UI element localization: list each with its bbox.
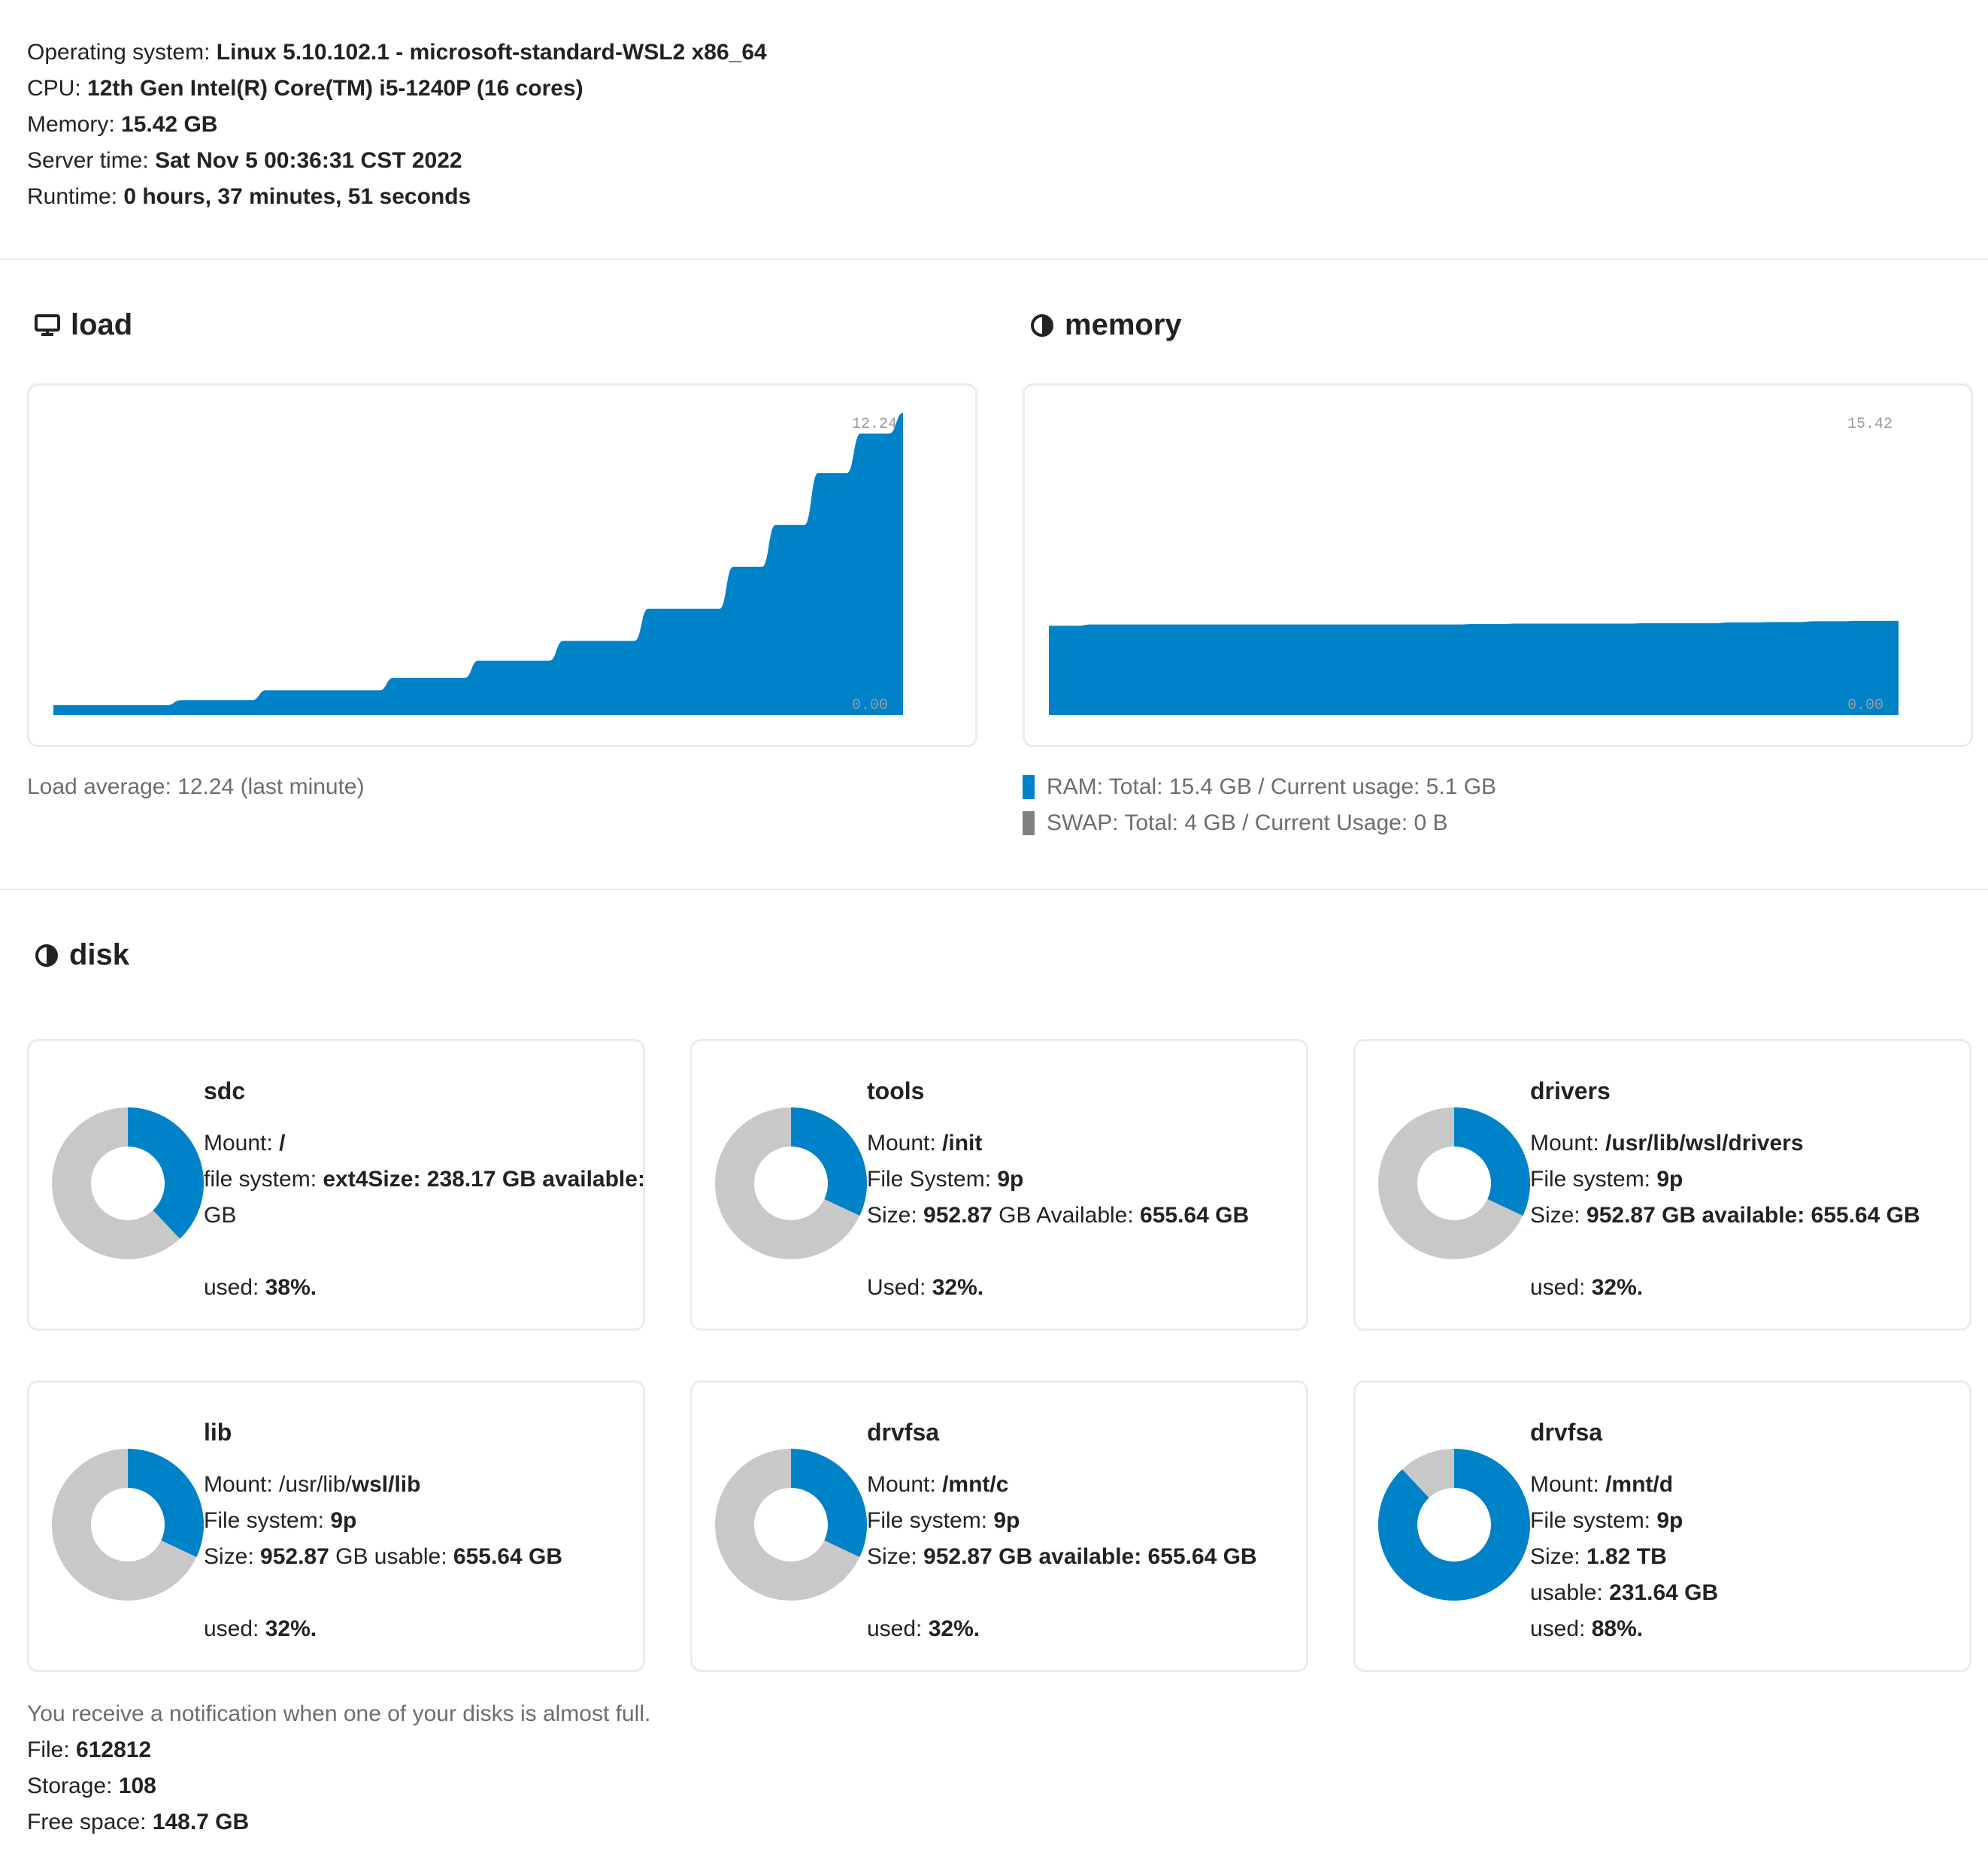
load-chart: 12.24 0.00 <box>27 383 977 747</box>
file-count-row: File: 612812 <box>27 1737 152 1762</box>
disk-card-drivers: drivers Mount: /usr/lib/wsl/drivers File… <box>1353 1039 1971 1331</box>
disk-mount: Mount: /usr/lib/wsl/drivers <box>1530 1131 1804 1156</box>
disk-mount: Mount: /init <box>867 1131 983 1156</box>
load-max-label: 12.24 <box>852 416 897 433</box>
disk-usage-donut <box>715 1449 867 1601</box>
donut-used-arc <box>791 1449 867 1557</box>
disk-mount: Mount: /mnt/d <box>1530 1472 1674 1497</box>
disk-filesystem: File system: 9p <box>1530 1167 1683 1192</box>
donut-used-arc <box>128 1449 204 1557</box>
donut-used-arc <box>1454 1107 1530 1216</box>
disk-used: Used: 32%. <box>867 1275 984 1300</box>
disk-used: used: 32%. <box>204 1616 317 1641</box>
disk-usage-donut <box>1378 1449 1530 1601</box>
disk-usage-donut <box>52 1107 204 1259</box>
half-circle-icon <box>1031 314 1053 337</box>
server-time-row: Server time: Sat Nov 5 00:36:31 CST 2022 <box>27 148 462 173</box>
cpu-row: CPU: 12th Gen Intel(R) Core(TM) i5-1240P… <box>27 76 583 101</box>
disk-name: drvfsa <box>867 1419 940 1446</box>
disk-name: lib <box>204 1419 232 1446</box>
monitor-icon <box>35 314 60 336</box>
runtime-row: Runtime: 0 hours, 37 minutes, 51 seconds <box>27 184 471 209</box>
memory-chart-svg: 15.42 0.00 <box>1049 416 1899 715</box>
memory-area-series <box>1049 620 1899 715</box>
load-title: load <box>35 308 132 342</box>
disk-used: used: 88%. <box>1530 1616 1644 1641</box>
swap-swatch <box>1023 811 1035 835</box>
disk-size: Size: 1.82 TB <box>1530 1544 1667 1569</box>
disk-card-sdc: sdc Mount: / file system: ext4Size: 238.… <box>27 1039 645 1331</box>
disk-name: sdc <box>204 1077 246 1104</box>
server-time-value: Sat Nov 5 00:36:31 CST 2022 <box>155 148 462 173</box>
disk-size: Size: 952.87 GB usable: 655.64 GB <box>204 1544 562 1569</box>
disk-notice: You receive a notification when one of y… <box>27 1701 651 1726</box>
disk-name: drivers <box>1530 1077 1611 1104</box>
disk-mount: Mount: /usr/lib/wsl/lib <box>204 1472 421 1497</box>
disk-usage-donut <box>715 1107 867 1259</box>
disk-name: tools <box>867 1077 925 1104</box>
donut-used-arc <box>791 1107 867 1216</box>
memory-chart: 15.42 0.00 <box>1023 383 1973 747</box>
disk-filesystem: File system: 9p <box>1530 1508 1683 1533</box>
os-value: Linux 5.10.102.1 - microsoft-standard-WS… <box>216 40 767 65</box>
donut-used-arc <box>128 1107 204 1239</box>
ram-legend: RAM: Total: 15.4 GB / Current usage: 5.1… <box>1023 774 1496 800</box>
disk-filesystem: file system: ext4Size: 238.17 GB availab… <box>204 1167 643 1192</box>
disk-filesystem: File System: 9p <box>867 1167 1024 1192</box>
swap-legend: SWAP: Total: 4 GB / Current Usage: 0 B <box>1023 810 1448 836</box>
disk-name: drvfsa <box>1530 1419 1603 1446</box>
disk-filesystem-wrap: GB <box>204 1203 237 1228</box>
memory-max-label: 15.42 <box>1847 416 1893 433</box>
disk-card-tools: tools Mount: /init File System: 9p Size:… <box>690 1039 1308 1331</box>
disk-card-drvfsa-d: drvfsa Mount: /mnt/d File system: 9p Siz… <box>1353 1380 1971 1672</box>
ram-swatch <box>1023 775 1035 799</box>
memory-min-label: 0.00 <box>1847 697 1883 714</box>
storage-row: Storage: 108 <box>27 1774 156 1798</box>
divider <box>0 259 1988 260</box>
divider <box>0 889 1988 890</box>
disk-mount: Mount: / <box>204 1131 286 1156</box>
disk-title: disk <box>35 938 129 972</box>
disk-used: used: 32%. <box>1530 1275 1644 1300</box>
disk-card-lib: lib Mount: /usr/lib/wsl/lib File system:… <box>27 1380 645 1672</box>
cpu-value: 12th Gen Intel(R) Core(TM) i5-1240P (16 … <box>87 76 583 101</box>
disk-size: Size: 952.87 GB available: 655.64 GB <box>867 1544 1257 1569</box>
disk-filesystem: File system: 9p <box>867 1508 1020 1533</box>
half-circle-icon <box>35 944 58 967</box>
disk-mount: Mount: /mnt/c <box>867 1472 1009 1497</box>
disk-card-drvfsa-c: drvfsa Mount: /mnt/c File system: 9p Siz… <box>690 1380 1308 1672</box>
load-min-label: 0.00 <box>852 697 888 714</box>
load-area-series <box>53 413 903 715</box>
disk-filesystem: File system: 9p <box>204 1508 357 1533</box>
memory-title: memory <box>1030 308 1182 342</box>
disk-used: used: 32%. <box>867 1616 980 1641</box>
load-caption: Load average: 12.24 (last minute) <box>27 774 365 799</box>
load-chart-svg: 12.24 0.00 <box>53 413 903 715</box>
disk-usable: usable: 231.64 GB <box>1530 1580 1719 1605</box>
os-row: Operating system: Linux 5.10.102.1 - mic… <box>27 40 767 65</box>
donut-used-arc <box>1378 1449 1530 1601</box>
disk-used: used: 38%. <box>204 1275 317 1300</box>
system-info: Operating system: Linux 5.10.102.1 - mic… <box>27 35 767 215</box>
disk-size: Size: 952.87 GB available: 655.64 GB <box>1530 1203 1920 1228</box>
disk-usage-donut <box>52 1449 204 1601</box>
memory-value: 15.42 GB <box>121 112 218 137</box>
disk-footer: You receive a notification when one of y… <box>27 1696 650 1840</box>
disk-usage-donut <box>1378 1107 1530 1259</box>
free-space-row: Free space: 148.7 GB <box>27 1810 250 1834</box>
memory-row: Memory: 15.42 GB <box>27 112 218 137</box>
runtime-value: 0 hours, 37 minutes, 51 seconds <box>123 184 471 209</box>
disk-size: Size: 952.87 GB Available: 655.64 GB <box>867 1203 1250 1228</box>
